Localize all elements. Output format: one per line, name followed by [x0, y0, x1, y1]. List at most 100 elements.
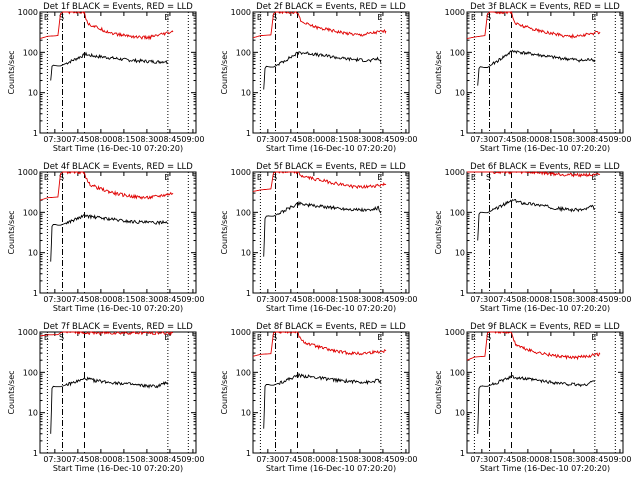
time-marker-label: E: [378, 333, 383, 342]
x-tick-label: 09:00: [608, 295, 631, 304]
chart-svg: Det 7f BLACK = Events, RED = LLD 1 10 100 10…: [7, 322, 204, 473]
y-tick-label: 10: [28, 249, 38, 258]
x-tick-label: 08:30: [135, 295, 158, 304]
lld-series-line: [39, 330, 174, 337]
detector-panel-7: Det 7f BLACK = Events, RED = LLD 1 10 100 10…: [0, 320, 213, 480]
y-axis-label: Counts/sec: [7, 370, 16, 414]
x-tick-label: 08:15: [326, 135, 349, 144]
time-marker-label: E: [257, 13, 262, 22]
x-tick-label: 08:30: [349, 295, 372, 304]
plot-frame: [252, 331, 410, 454]
events-series-line: [263, 200, 382, 257]
x-tick-label: 08:30: [562, 135, 585, 144]
chart-title: Det 3f BLACK = Events, RED = LLD: [470, 2, 620, 12]
lld-series-line: [466, 331, 601, 361]
time-marker-label: E: [591, 333, 596, 342]
y-tick-label: 1000: [231, 328, 251, 337]
y-tick-label: 100: [23, 48, 38, 57]
chart-title: Det 2f BLACK = Events, RED = LLD: [256, 2, 406, 12]
x-tick-label: 08:15: [112, 295, 135, 304]
plot-frame: [39, 11, 197, 134]
y-tick-label: 1000: [231, 8, 251, 17]
chart-svg: Det 4f BLACK = Events, RED = LLD 1 10 100 10…: [7, 162, 204, 313]
x-axis-label: Start Time (16-Dec-10 07:20:20): [53, 304, 183, 313]
x-tick-label: 07:30: [43, 135, 66, 144]
x-tick-label: 08:30: [349, 135, 372, 144]
x-axis-label: Start Time (16-Dec-10 07:20:20): [266, 304, 396, 313]
lld-series-line: [253, 331, 387, 357]
x-tick-label: 09:00: [395, 455, 418, 464]
detector-panel-5: Det 5f BLACK = Events, RED = LLD 1 10 100 10…: [213, 160, 426, 320]
x-tick-label: 07:45: [66, 295, 89, 304]
events-series-line: [50, 213, 169, 262]
y-axis-label: Counts/sec: [7, 50, 16, 94]
x-tick-label: 08:45: [372, 455, 395, 464]
time-marker-label: E: [471, 13, 476, 22]
chart-svg: Det 2f BLACK = Events, RED = LLD 1 10 100 10…: [220, 2, 418, 153]
y-tick-label: 1: [246, 129, 251, 138]
events-series-line: [476, 49, 595, 86]
chart-svg: Det 3f BLACK = Events, RED = LLD 1 10 100 10…: [434, 2, 631, 153]
y-tick-label: 10: [28, 409, 38, 418]
x-tick-label: 07:45: [280, 295, 303, 304]
x-axis-label: Start Time (16-Dec-10 07:20:20): [480, 304, 610, 313]
events-series-line: [263, 372, 382, 429]
x-tick-label: 08:45: [585, 295, 608, 304]
x-tick-label: 07:30: [257, 455, 280, 464]
y-tick-label: 100: [236, 208, 251, 217]
time-marker-label: S: [59, 333, 64, 342]
y-axis-label: Counts/sec: [220, 210, 229, 254]
y-axis-label: Counts/sec: [434, 370, 443, 414]
y-tick-label: 1: [460, 129, 465, 138]
x-tick-label: 08:45: [372, 295, 395, 304]
time-marker-label: E: [591, 13, 596, 22]
x-tick-label: 07:45: [493, 295, 516, 304]
x-axis-label: Start Time (16-Dec-10 07:20:20): [480, 464, 610, 473]
chart-svg: Det 6f BLACK = Events, RED = LLD 1 10 100 10…: [434, 162, 631, 313]
time-marker-label: S: [272, 333, 277, 342]
chart-svg: Det 9f BLACK = Events, RED = LLD 1 10 100 10…: [434, 322, 631, 473]
y-tick-label: 10: [241, 89, 251, 98]
plot-frame: [466, 11, 624, 134]
detector-panel-6: Det 6f BLACK = Events, RED = LLD 1 10 100 10…: [427, 160, 640, 320]
x-tick-label: 08:15: [539, 295, 562, 304]
time-marker-label: E: [44, 13, 49, 22]
time-marker-label: E: [164, 13, 169, 22]
y-tick-label: 10: [454, 249, 464, 258]
events-series-line: [50, 51, 169, 81]
y-axis-label: Counts/sec: [434, 50, 443, 94]
y-tick-label: 100: [23, 368, 38, 377]
chart-title: Det 8f BLACK = Events, RED = LLD: [256, 322, 406, 332]
x-tick-label: 07:30: [470, 295, 493, 304]
x-axis-label: Start Time (16-Dec-10 07:20:20): [266, 464, 396, 473]
x-tick-label: 08:45: [158, 135, 181, 144]
plot-frame: [466, 171, 624, 294]
detector-panel-2: Det 2f BLACK = Events, RED = LLD 1 10 100 10…: [213, 0, 426, 160]
y-tick-label: 100: [449, 48, 464, 57]
y-tick-label: 1: [460, 449, 465, 458]
x-tick-label: 08:15: [112, 135, 135, 144]
chart-title: Det 4f BLACK = Events, RED = LLD: [43, 162, 193, 172]
time-marker-label: S: [59, 173, 64, 182]
time-marker-label: E: [378, 173, 383, 182]
x-tick-label: 07:45: [493, 135, 516, 144]
x-tick-label: 07:30: [43, 295, 66, 304]
x-tick-label: 08:15: [539, 135, 562, 144]
time-marker-label: S: [486, 173, 491, 182]
x-tick-label: 07:30: [470, 455, 493, 464]
y-tick-label: 1000: [18, 168, 38, 177]
y-tick-label: 1: [246, 449, 251, 458]
y-tick-label: 1: [33, 449, 38, 458]
x-tick-label: 09:00: [395, 135, 418, 144]
y-tick-label: 100: [23, 208, 38, 217]
x-tick-label: 07:45: [66, 455, 89, 464]
plot-frame: [466, 331, 624, 454]
y-axis-label: Counts/sec: [434, 210, 443, 254]
y-axis-label: Counts/sec: [220, 50, 229, 94]
x-tick-label: 08:15: [539, 455, 562, 464]
lld-series-line: [253, 11, 387, 39]
time-marker-label: E: [591, 173, 596, 182]
x-tick-label: 08:00: [516, 455, 539, 464]
time-marker-label: E: [257, 173, 262, 182]
